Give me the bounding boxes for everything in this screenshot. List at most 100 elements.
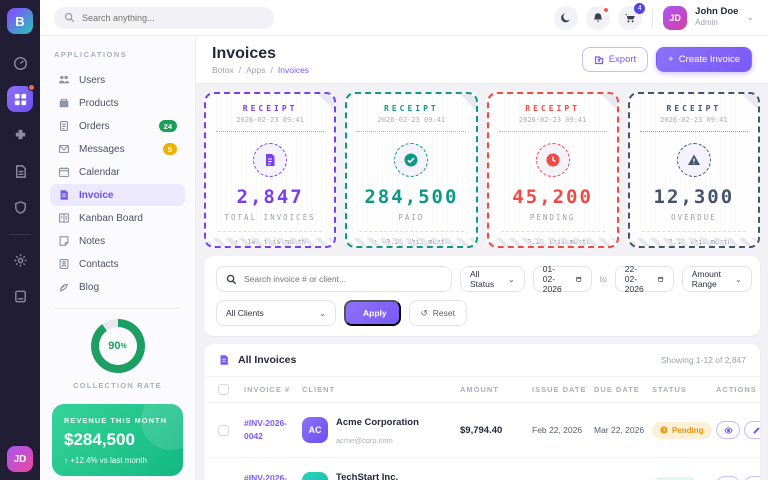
invoice-amount: $9,794.40 [460,424,503,436]
stat-card-overdue[interactable]: RECEIPT 2026-02-23 09:41 12,300 OVERDUE … [627,92,760,248]
revenue-card-change: ↑ +12.4% vs last month [64,456,147,465]
contacts-icon [59,258,69,270]
topbar: 4 JD John Doe Admin ⌄ [40,0,768,36]
stat-value: 284,500 [364,186,459,208]
global-search[interactable] [54,6,274,29]
table-row: #INV-2026-0042 AC Acme Corporation acme@c… [204,403,760,458]
amount-range-value: Amount Range [691,269,721,289]
table-row: #INV-2026-0041 TS TechStart Inc.billing@… [204,458,760,480]
sidebar-item-invoice[interactable]: Invoice [50,184,185,206]
sidebar-item-products[interactable]: Products [50,92,185,114]
filter-bar: All Status ⌄ 01-02-2026 to 22-02-2026 Amo… [204,256,760,336]
select-all-checkbox[interactable] [218,384,229,395]
pencil-icon [752,426,760,434]
cart-button[interactable]: 4 [618,2,646,30]
create-invoice-button[interactable]: + Create Invoice [656,47,752,72]
cart-count-badge: 4 [634,2,646,14]
messages-icon [58,145,70,153]
stat-card-paid[interactable]: RECEIPT 2026-02-23 09:41 284,500 PAID ↑ … [345,92,478,248]
chevron-down-icon[interactable]: ⌄ [746,12,754,22]
receipt-dashed-separator [359,231,464,232]
view-button[interactable] [716,421,740,439]
dark-mode-toggle[interactable] [554,5,579,30]
moon-icon [561,12,570,22]
sidebar-item-notes[interactable]: Notes [50,230,185,252]
status-filter-select[interactable]: All Status ⌄ [460,266,525,292]
revenue-card-value: $284,500 [64,430,135,449]
invoice-number-link[interactable]: #INV-2026-0041 [244,473,287,480]
date-from-input[interactable]: 01-02-2026 [532,264,592,294]
stat-card-pending[interactable]: RECEIPT 2026-02-23 09:41 45,200 PENDING … [486,92,619,248]
notification-dot [28,84,35,91]
stat-card-total-invoices[interactable]: RECEIPT 2026-02-23 09:41 2,847 TOTAL INV… [204,92,337,248]
user-avatar[interactable]: JD [663,5,688,30]
stat-cards: RECEIPT 2026-02-23 09:41 2,847 TOTAL INV… [204,92,760,248]
dashboard-icon[interactable] [7,50,33,76]
invoice-search[interactable] [216,266,452,292]
plugins-icon[interactable] [7,122,33,148]
reset-filters-button[interactable]: ↺ Reset [408,300,467,326]
amount-range-select[interactable]: Amount Range ⌄ [681,266,752,292]
edit-button[interactable] [744,421,760,439]
status-badge-pending: Pending [652,421,712,439]
reset-icon: ↺ [420,307,428,318]
export-label: Export [608,54,637,65]
receipt-datetime: 2026-02-23 09:41 [377,116,446,124]
plus-icon: + [668,54,674,65]
table-showing-count: Showing 1-12 of 2,847 [660,355,746,365]
calendar-icon [658,276,664,282]
sidebar-item-users[interactable]: Users [50,69,185,91]
stat-label: OVERDUE [671,213,717,222]
breadcrumb-botox[interactable]: Botox [212,64,234,75]
page-header: Invoices Botox / Apps / Invoices Export + C… [196,36,768,84]
sidebar-item-orders[interactable]: Orders 24 [50,115,185,137]
sidebar-item-contacts[interactable]: Contacts [50,253,185,275]
notifications-button[interactable] [586,5,611,30]
column-client: CLIENT [302,385,336,394]
column-invoice: INVOICE # [244,385,291,394]
app-logo[interactable]: B [7,8,33,34]
apply-filters-button[interactable]: Apply [344,300,401,326]
row-checkbox[interactable] [218,424,229,436]
table-title: All Invoices [238,354,297,366]
invoice-search-input[interactable] [244,274,442,284]
global-search-input[interactable] [82,12,264,23]
user-info[interactable]: John Doe Admin [695,7,738,28]
breadcrumb-apps[interactable]: Apps [246,64,266,75]
users-icon [58,75,70,84]
sidebar-item-kanban-board[interactable]: Kanban Board [50,207,185,229]
journal-icon[interactable] [7,283,33,309]
sidebar-item-calendar[interactable]: Calendar [50,161,185,183]
receipt-datetime: 2026-02-23 09:41 [660,116,728,124]
sidebar-item-label: Kanban Board [79,212,143,224]
orders-count-badge: 24 [158,120,177,132]
shield-icon[interactable] [7,194,33,220]
column-status: STATUS [652,385,687,394]
rail-user-avatar[interactable]: JD [7,446,33,472]
date-to-input[interactable]: 22-02-2026 [614,264,674,294]
collection-rate-label: COLLECTION RATE [73,381,162,390]
invoice-number-link[interactable]: #INV-2026-0042 [244,418,287,441]
export-button[interactable]: Export [581,47,649,72]
column-due-date: DUE DATE [594,385,640,394]
view-button[interactable] [716,476,740,480]
column-issue-date: ISSUE DATE [532,385,587,394]
messages-count-badge: 5 [162,143,177,155]
page-title: Invoices [212,44,277,62]
sidebar-item-label: Invoice [79,189,114,201]
revenue-month-card: REVENUE THIS MONTH $284,500 ↑ +12.4% vs … [52,404,183,476]
table-column-headers: INVOICE # CLIENT AMOUNT ISSUE DATE DUE D… [204,377,760,403]
sidebar-item-blog[interactable]: Blog [50,276,185,298]
apps-grid-icon[interactable] [7,84,35,112]
chevron-down-icon: ⌄ [319,308,326,318]
documents-icon[interactable] [7,158,33,184]
client-email: acme@corp.com [336,436,393,445]
clients-filter-select[interactable]: All Clients ⌄ [216,300,336,326]
export-icon [594,55,603,64]
settings-gear-icon[interactable] [7,247,33,273]
sidebar-item-messages[interactable]: Messages 5 [50,138,185,160]
clock-icon [535,143,570,177]
edit-button[interactable] [744,476,760,480]
client-cell: TS TechStart Inc.billing@techstart.io [302,467,460,480]
sidebar-item-label: Messages [79,143,125,155]
